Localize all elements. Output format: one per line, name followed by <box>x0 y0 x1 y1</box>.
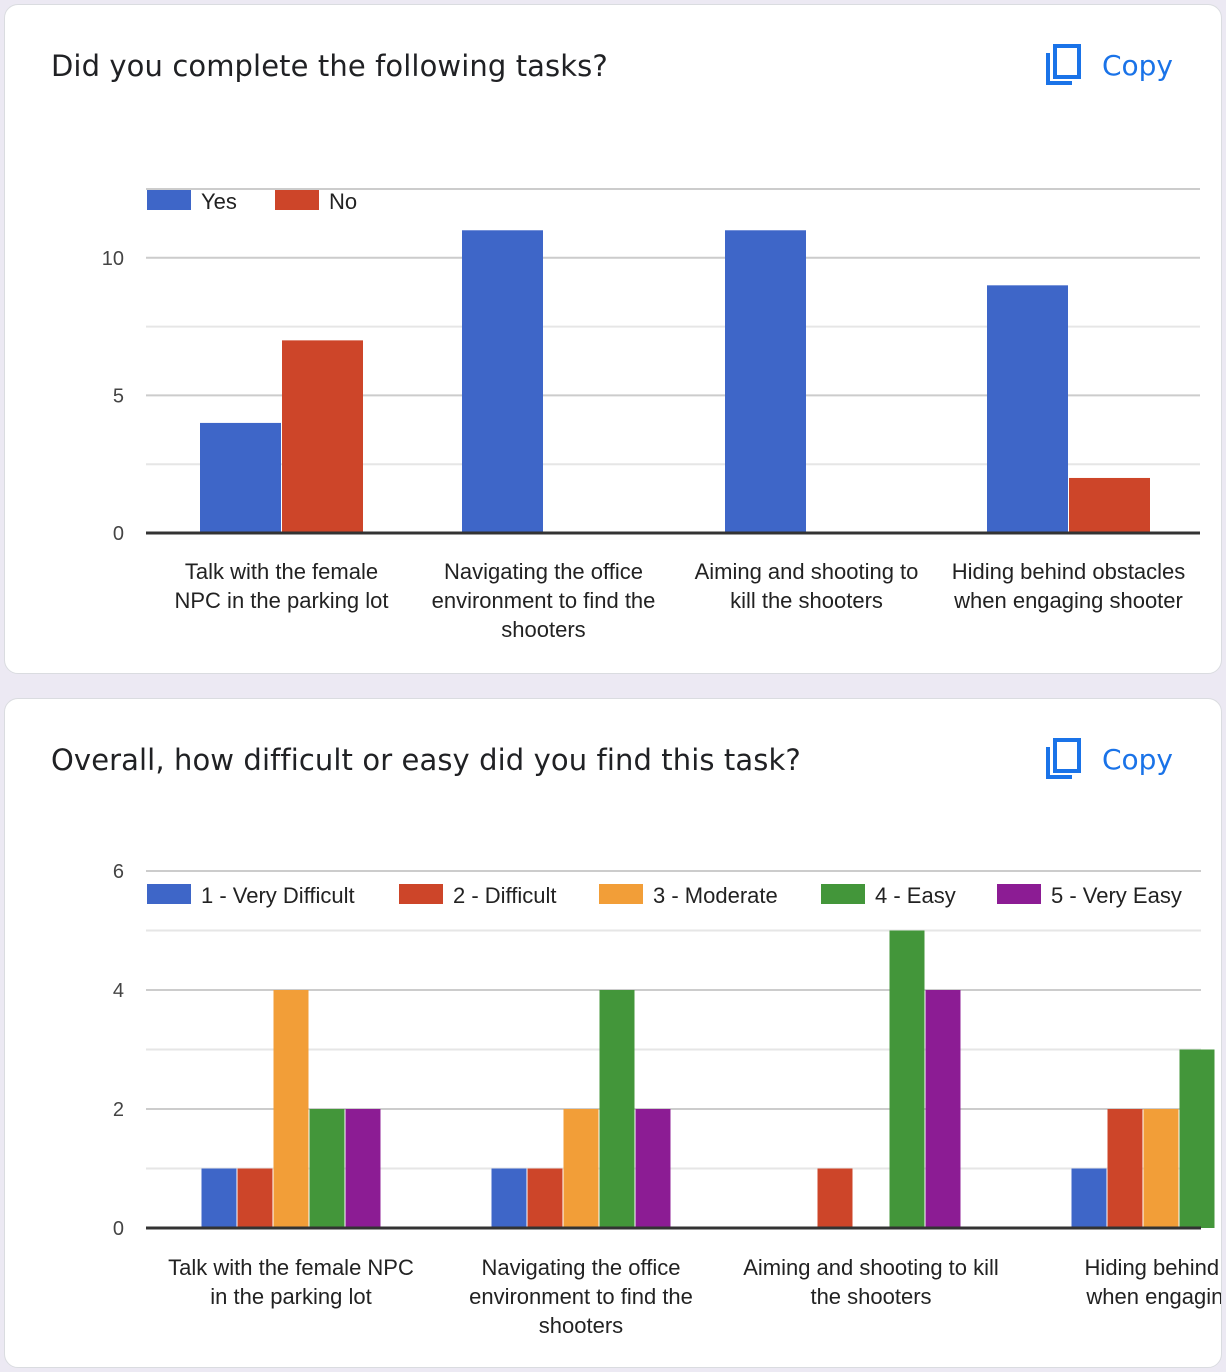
legend-swatch <box>997 884 1041 904</box>
bar-2-difficult-4[interactable] <box>1107 1109 1143 1228</box>
bar-3-moderate-4[interactable] <box>1143 1109 1179 1228</box>
y-tick-label: 0 <box>113 523 124 545</box>
legend-swatch <box>399 884 443 904</box>
x-category-label: Navigating the office environment to find… <box>432 559 656 642</box>
bar-3-moderate-1[interactable] <box>273 990 309 1228</box>
tasks-bar-chart: 0 5 10 Talk with the female NPC in the parki… <box>102 188 1200 642</box>
y-tick-label: 4 <box>113 980 124 1002</box>
copy-icon <box>1044 43 1082 87</box>
x-category-label: Navigating the office environment to find… <box>469 1255 693 1338</box>
legend-label: 5 - Very Easy <box>1051 883 1182 908</box>
bar-no-4[interactable] <box>1069 477 1150 533</box>
bar-4-easy-1[interactable] <box>309 1109 345 1228</box>
x-category-label: Hiding behind o when engaging <box>1085 1255 1222 1309</box>
y-tick-label: 0 <box>113 1218 124 1240</box>
bar-yes-1[interactable] <box>200 422 281 533</box>
legend-label: 4 - Easy <box>875 883 956 908</box>
bar-1-very-difficult-2[interactable] <box>491 1168 527 1229</box>
copy-chart-button[interactable]: Copy <box>1044 41 1173 89</box>
legend-swatch <box>599 884 643 904</box>
copy-chart-button[interactable]: Copy <box>1044 735 1173 783</box>
copy-label: Copy <box>1101 48 1173 82</box>
difficulty-bar-chart: 0 2 4 6 Talk with the female NPC in the parki… <box>113 861 1222 1338</box>
bar-4-easy-2[interactable] <box>599 990 635 1228</box>
x-category-label: Hiding behind obstacles when engaging sho… <box>952 559 1186 613</box>
bar-2-difficult-2[interactable] <box>527 1168 563 1229</box>
y-tick-label: 6 <box>113 861 124 883</box>
bar-2-difficult-1[interactable] <box>237 1168 273 1229</box>
chart-card-tasks: Did you complete the following tasks? Co… <box>4 4 1222 674</box>
legend-swatch <box>147 190 191 210</box>
bar-no-1[interactable] <box>282 340 363 533</box>
legend-swatch <box>147 884 191 904</box>
legend-label: 1 - Very Difficult <box>201 883 355 908</box>
y-tick-label: 10 <box>102 248 124 270</box>
bar-4-easy-3[interactable] <box>889 930 925 1229</box>
x-category-label: Aiming and shooting to kill the shooters <box>743 1255 999 1309</box>
bar-5-very-easy-2[interactable] <box>635 1109 671 1228</box>
legend-label: 3 - Moderate <box>653 883 778 908</box>
bar-yes-2[interactable] <box>462 230 543 533</box>
bar-5-very-easy-1[interactable] <box>345 1109 381 1228</box>
bar-1-very-difficult-4[interactable] <box>1071 1168 1107 1229</box>
x-category-label: Talk with the female NPC in the parking l… <box>175 559 389 613</box>
legend-swatch <box>275 190 319 210</box>
legend-label: Yes <box>201 189 237 214</box>
x-category-label: Aiming and shooting to kill the shooters <box>695 559 919 613</box>
legend-label: 2 - Difficult <box>453 883 557 908</box>
question-title: Overall, how difficult or easy did you f… <box>51 743 801 777</box>
question-title: Did you complete the following tasks? <box>51 49 608 83</box>
y-tick-label: 2 <box>113 1099 124 1121</box>
bar-1-very-difficult-1[interactable] <box>201 1168 237 1229</box>
copy-icon <box>1044 737 1082 781</box>
bar-3-moderate-2[interactable] <box>563 1109 599 1228</box>
bar-yes-3[interactable] <box>725 230 806 533</box>
copy-label: Copy <box>1101 742 1173 776</box>
chart-card-difficulty: Overall, how difficult or easy did you f… <box>4 698 1222 1368</box>
bar-4-easy-4[interactable] <box>1179 1049 1215 1229</box>
y-tick-label: 5 <box>113 385 124 407</box>
bar-5-very-easy-3[interactable] <box>925 990 961 1228</box>
legend-label: No <box>329 189 357 214</box>
bar-2-difficult-3[interactable] <box>817 1168 853 1229</box>
x-category-label: Talk with the female NPC in the parking l… <box>168 1255 414 1309</box>
bar-yes-4[interactable] <box>987 285 1068 533</box>
legend-swatch <box>821 884 865 904</box>
